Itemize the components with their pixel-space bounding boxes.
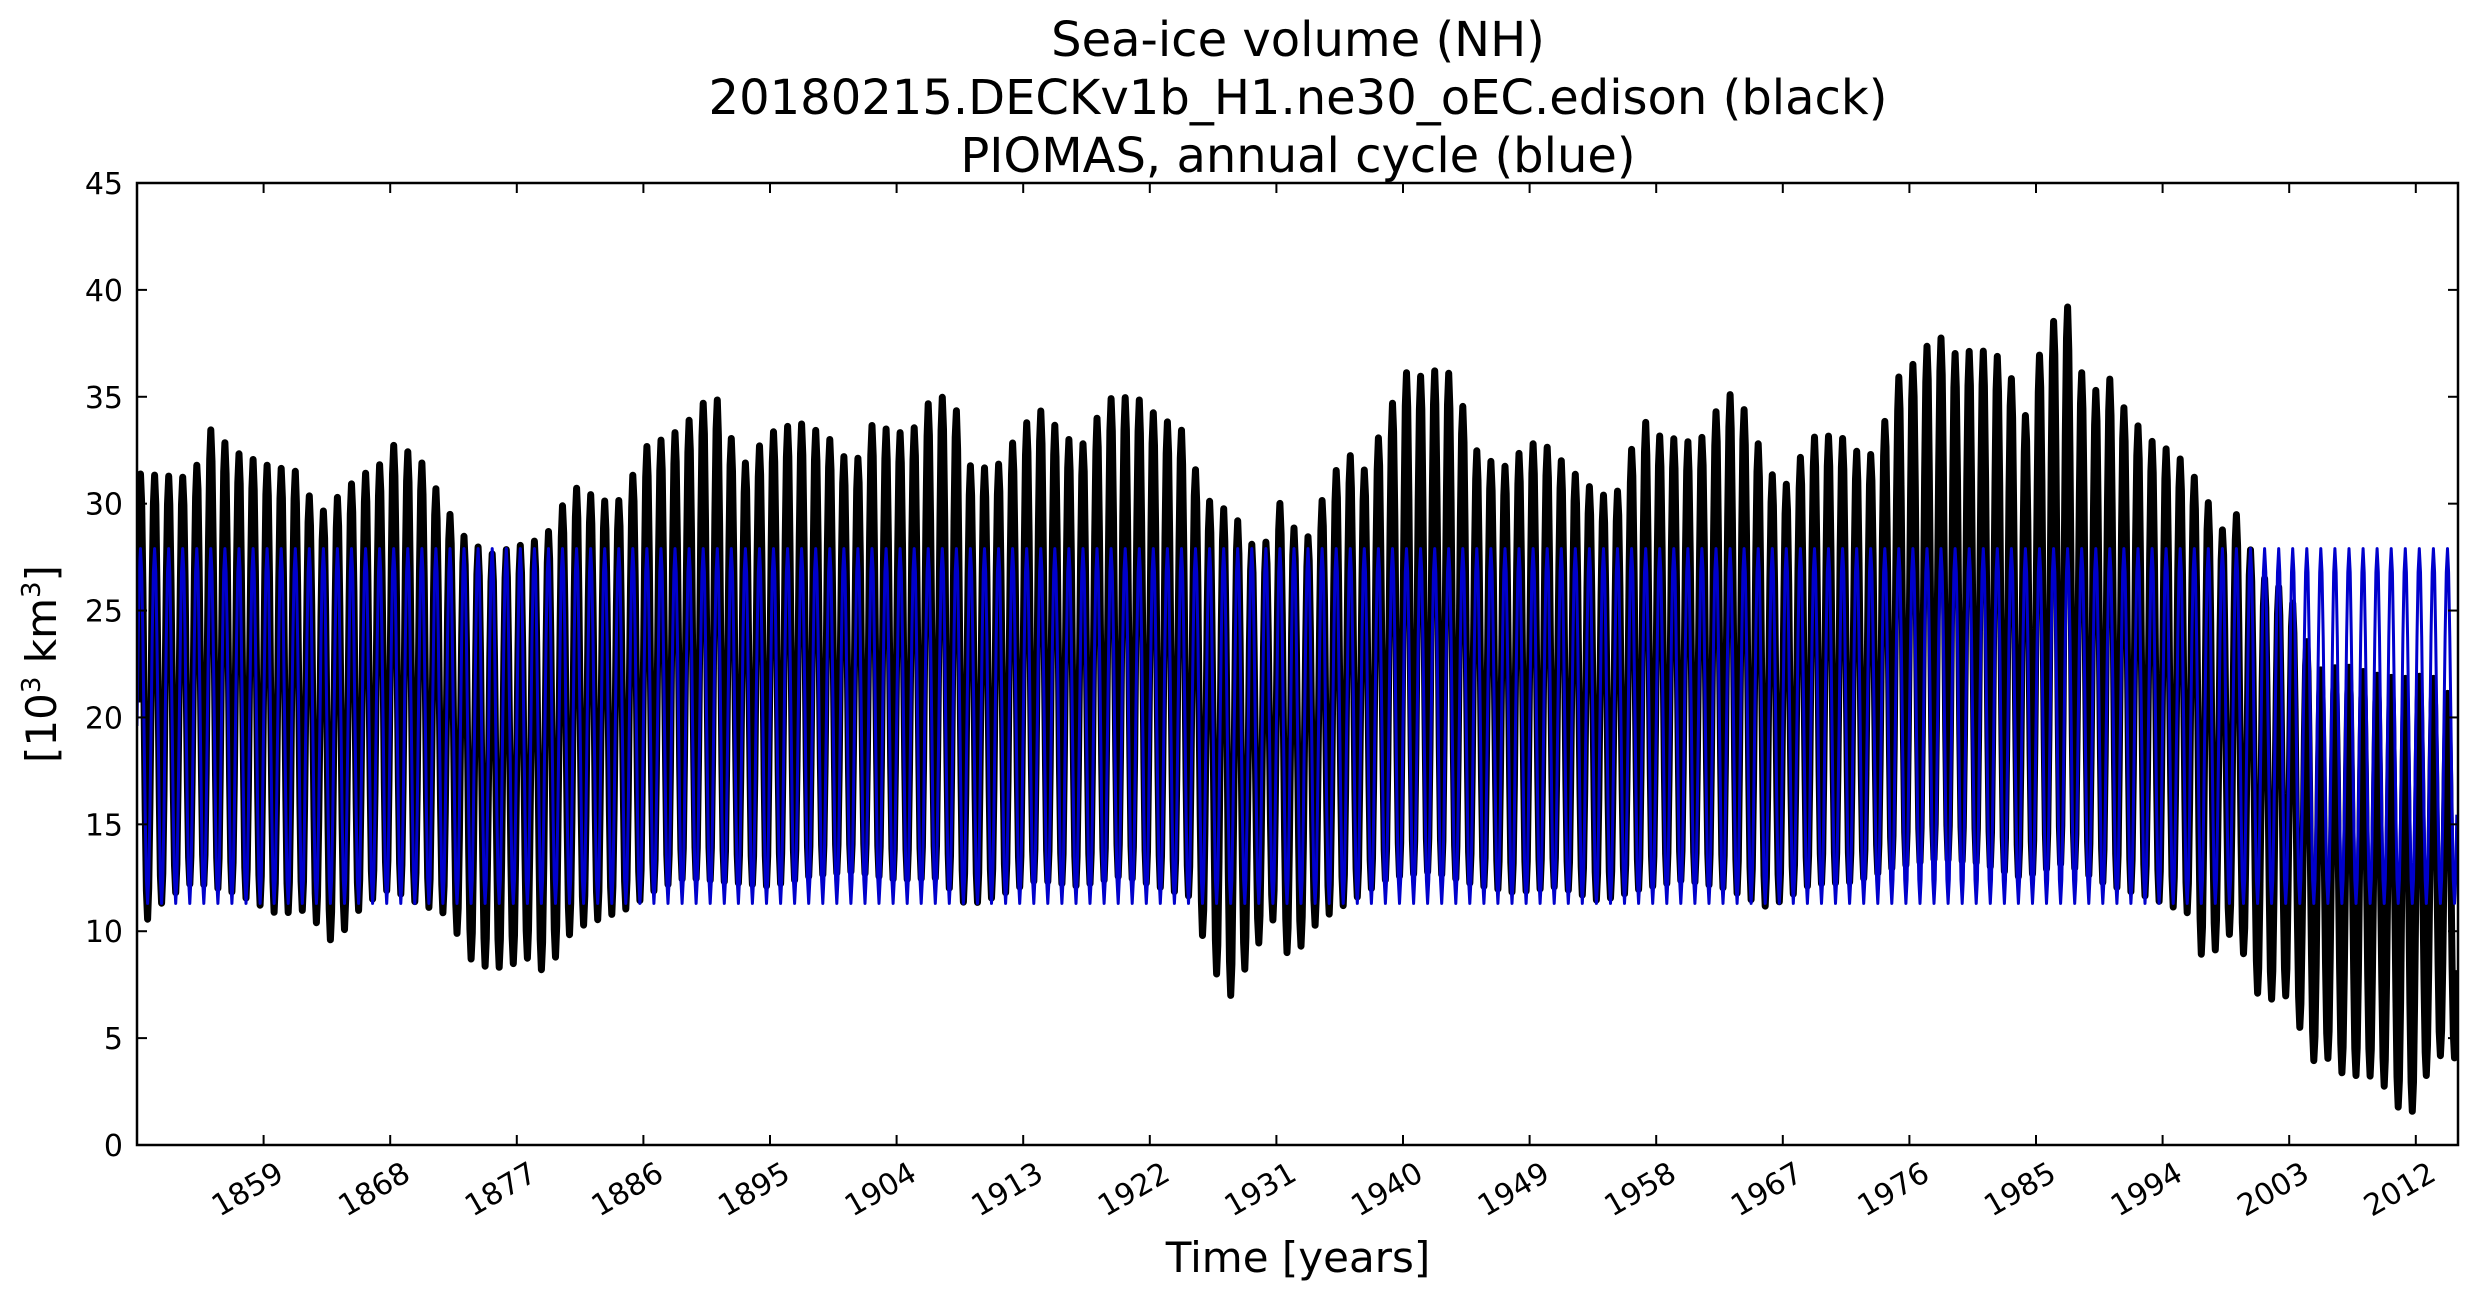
series-line-piomas — [137, 547, 2458, 905]
y-tick-label: 10 — [85, 915, 123, 950]
y-tick-label: 5 — [104, 1022, 123, 1057]
plot-frame — [135, 181, 2460, 1147]
y-tick-label: 35 — [85, 381, 123, 416]
y-tick-label: 15 — [85, 808, 123, 843]
y-tick-label: 0 — [104, 1129, 123, 1164]
y-tick-label: 25 — [85, 595, 123, 630]
y-tick-label: 45 — [85, 167, 123, 202]
y-tick-label: 40 — [85, 274, 123, 309]
y-axis-label-exponent-2: 3 — [17, 581, 47, 598]
y-axis-label-part-2: km — [17, 598, 66, 677]
chart-title-line-3: PIOMAS, annual cycle (blue) — [960, 128, 1635, 184]
chart-title-line-2: 20180215.DECKv1b_H1.ne30_oEC.edison (bla… — [709, 70, 1888, 126]
y-axis: 0 5 10 15 20 25 30 35 40 45 — [85, 167, 2458, 1164]
y-tick-label: 20 — [85, 701, 123, 736]
plot-series-group — [137, 303, 2458, 1115]
y-axis-label-exponent-1: 3 — [17, 677, 47, 694]
y-tick-label: 30 — [85, 488, 123, 523]
y-axis-label: [103 km3] — [17, 565, 66, 763]
chart-title-line-1: Sea-ice volume (NH) — [1051, 12, 1545, 68]
x-axis-label: Time [years] — [1165, 1233, 1431, 1282]
y-axis-label-part-1: [10 — [17, 693, 66, 763]
y-axis-label-part-3: ] — [17, 565, 66, 581]
